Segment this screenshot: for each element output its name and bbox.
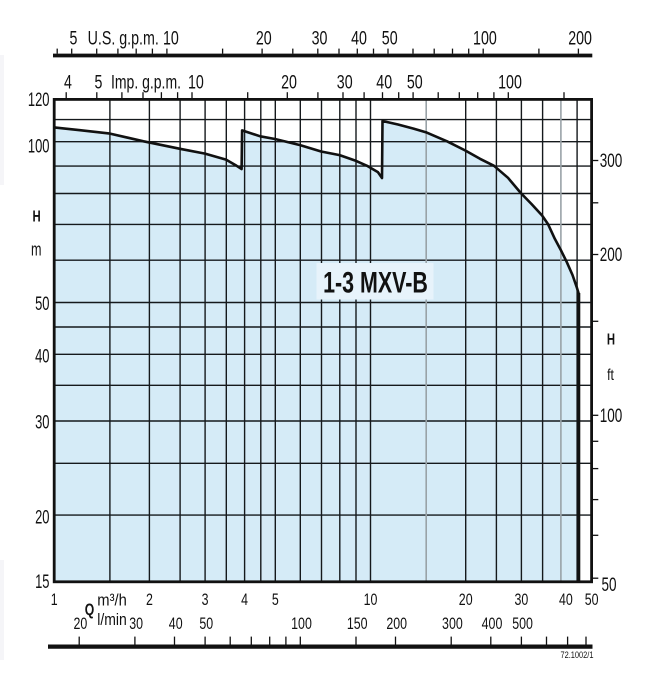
svg-text:100: 100 bbox=[473, 29, 497, 50]
svg-text:20: 20 bbox=[74, 614, 88, 633]
svg-text:30: 30 bbox=[515, 591, 529, 609]
svg-text:30: 30 bbox=[35, 412, 49, 433]
svg-text:l/min: l/min bbox=[97, 611, 127, 629]
svg-text:10: 10 bbox=[188, 72, 204, 93]
svg-text:120: 120 bbox=[28, 90, 50, 111]
svg-text:m³/h: m³/h bbox=[97, 592, 127, 610]
svg-text:U.S. g.p.m.: U.S. g.p.m. bbox=[88, 29, 159, 50]
svg-text:m: m bbox=[31, 239, 42, 259]
svg-text:400: 400 bbox=[482, 614, 503, 633]
svg-text:4: 4 bbox=[241, 591, 248, 609]
svg-text:200: 200 bbox=[386, 614, 407, 633]
svg-text:50: 50 bbox=[407, 72, 423, 93]
svg-text:200: 200 bbox=[600, 245, 623, 266]
svg-text:50: 50 bbox=[35, 294, 49, 315]
svg-text:30: 30 bbox=[129, 614, 143, 633]
svg-text:5: 5 bbox=[95, 72, 103, 93]
svg-text:5: 5 bbox=[69, 29, 77, 50]
svg-text:100: 100 bbox=[498, 72, 522, 93]
svg-text:300: 300 bbox=[600, 151, 623, 172]
svg-text:500: 500 bbox=[512, 614, 533, 633]
svg-text:40: 40 bbox=[559, 591, 573, 609]
svg-text:100: 100 bbox=[600, 406, 623, 427]
svg-text:50: 50 bbox=[602, 575, 617, 596]
svg-text:Q: Q bbox=[85, 601, 95, 619]
svg-text:150: 150 bbox=[347, 614, 368, 633]
svg-text:30: 30 bbox=[312, 29, 328, 50]
svg-text:50: 50 bbox=[199, 614, 213, 633]
svg-text:300: 300 bbox=[442, 614, 463, 633]
svg-text:20: 20 bbox=[256, 29, 272, 50]
svg-text:Imp. g.p.m.: Imp. g.p.m. bbox=[111, 72, 181, 93]
svg-text:H: H bbox=[33, 209, 41, 226]
svg-text:1-3 MXV-B: 1-3 MXV-B bbox=[323, 267, 428, 300]
svg-text:5: 5 bbox=[272, 591, 279, 609]
svg-text:2: 2 bbox=[146, 591, 153, 609]
svg-text:10: 10 bbox=[163, 29, 179, 50]
svg-text:100: 100 bbox=[28, 137, 50, 158]
svg-text:20: 20 bbox=[281, 72, 297, 93]
svg-text:ft: ft bbox=[607, 367, 614, 384]
svg-text:10: 10 bbox=[364, 591, 378, 609]
svg-text:100: 100 bbox=[291, 614, 312, 633]
svg-text:50: 50 bbox=[382, 29, 398, 50]
svg-text:3: 3 bbox=[202, 591, 209, 609]
svg-text:4: 4 bbox=[64, 72, 72, 93]
svg-text:15: 15 bbox=[35, 572, 49, 593]
svg-text:40: 40 bbox=[351, 29, 367, 50]
svg-text:1: 1 bbox=[51, 591, 58, 609]
svg-text:200: 200 bbox=[568, 29, 592, 50]
svg-text:30: 30 bbox=[337, 72, 353, 93]
svg-text:72.1002/1: 72.1002/1 bbox=[561, 650, 594, 661]
svg-text:20: 20 bbox=[459, 591, 473, 609]
svg-text:H: H bbox=[607, 331, 615, 348]
svg-text:40: 40 bbox=[35, 346, 49, 367]
svg-text:20: 20 bbox=[35, 508, 49, 529]
svg-text:50: 50 bbox=[585, 591, 599, 609]
svg-text:40: 40 bbox=[376, 72, 392, 93]
svg-text:40: 40 bbox=[169, 614, 183, 633]
